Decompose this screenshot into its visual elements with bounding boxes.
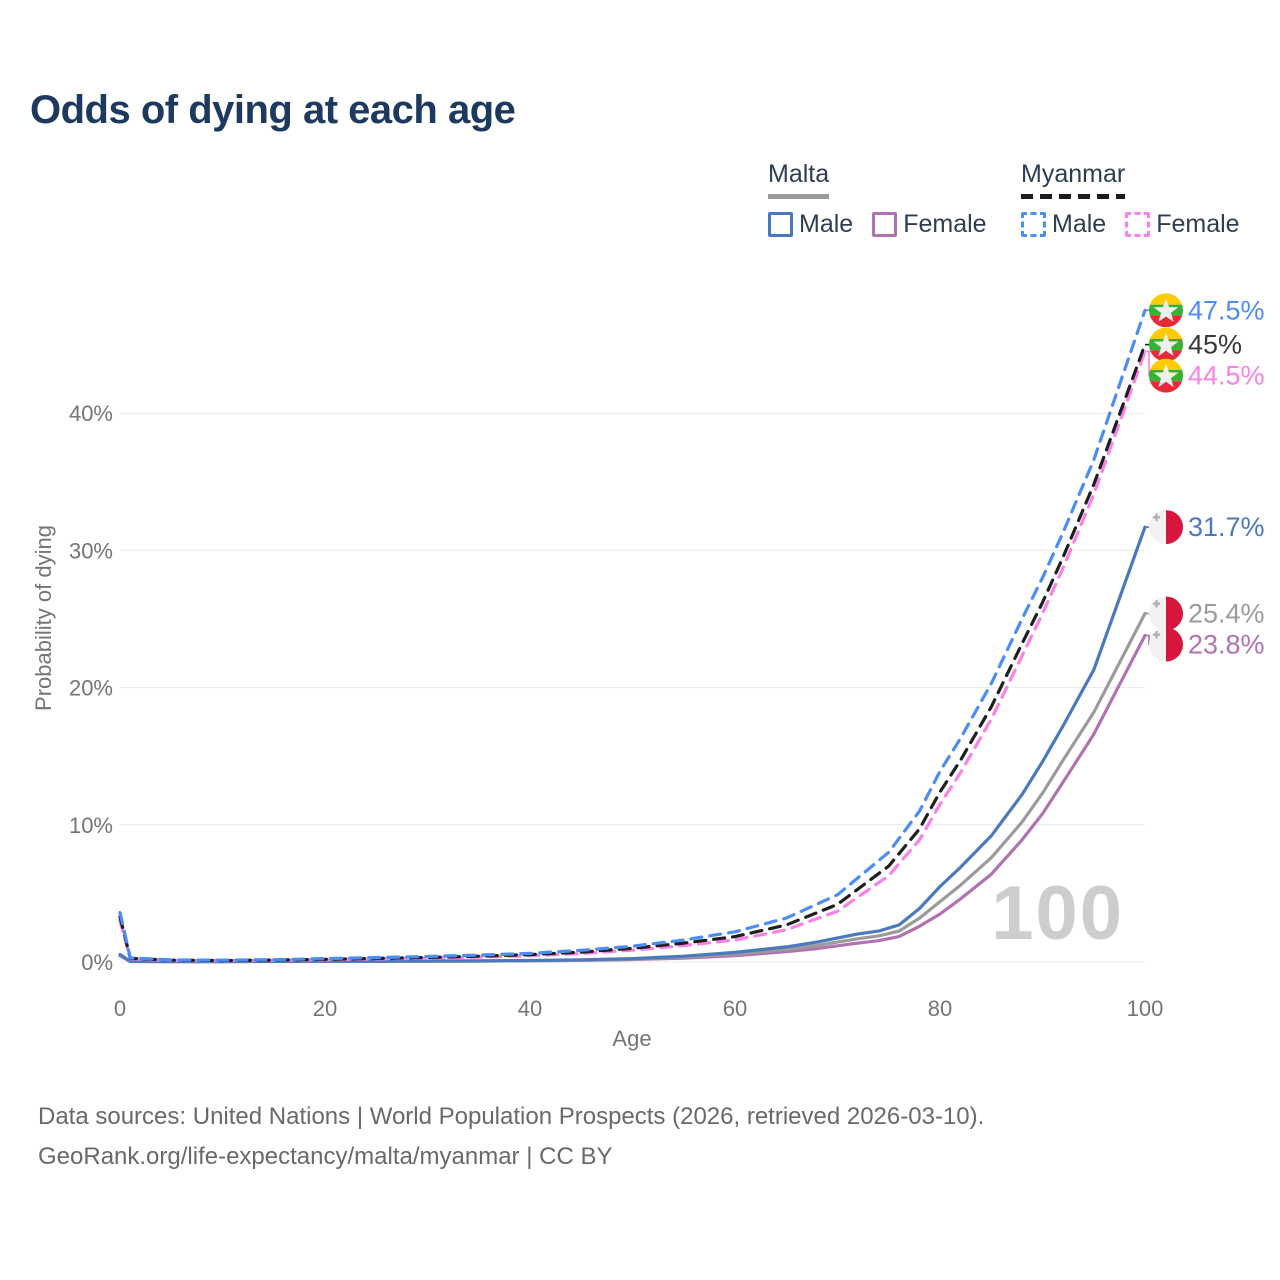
malta-male-swatch-icon[interactable] — [768, 211, 793, 237]
legend-label-malta-female[interactable]: Female — [903, 209, 987, 238]
end-value-label-malta-combined[interactable]: 25.4% — [1188, 599, 1265, 629]
end-value-label-myanmar-combined[interactable]: 45% — [1188, 330, 1242, 360]
legend-label-myanmar-male[interactable]: Male — [1052, 209, 1107, 238]
malta-flag-icon — [1149, 597, 1183, 631]
series-line-myanmar-male[interactable] — [118, 308, 1147, 962]
x-tick-label: 80 — [928, 996, 952, 1021]
myanmar-combined-line-swatch — [1021, 194, 1126, 199]
y-tick-label: 0% — [81, 950, 113, 975]
x-tick-label: 40 — [518, 996, 542, 1021]
x-axis-title: Age — [612, 1026, 652, 1051]
x-tick-label: 20 — [313, 996, 337, 1021]
series-line-myanmar-female[interactable] — [118, 349, 1147, 963]
page-title: Odds of dying at each age — [30, 88, 516, 132]
end-value-label-malta-female[interactable]: 23.8% — [1188, 630, 1265, 660]
myanmar-female-swatch-icon[interactable] — [1125, 211, 1151, 237]
x-tick-label: 100 — [1127, 996, 1164, 1021]
y-tick-label: 20% — [69, 676, 113, 701]
y-tick-label: 10% — [69, 813, 113, 838]
end-value-label-myanmar-male[interactable]: 47.5% — [1188, 295, 1265, 325]
legend-label-myanmar-female[interactable]: Female — [1156, 209, 1240, 238]
myanmar-male-swatch-icon[interactable] — [1021, 211, 1046, 237]
myanmar-flag-icon — [1149, 359, 1183, 393]
x-tick-label: 0 — [114, 996, 126, 1021]
footer: Data sources: United Nations | World Pop… — [38, 1097, 984, 1177]
legend-group-myanmar: Myanmar Male Female — [1021, 160, 1240, 239]
legend-country-myanmar[interactable]: Myanmar — [1021, 160, 1126, 188]
data-sources-text: Data sources: United Nations | World Pop… — [38, 1103, 985, 1130]
malta-flag-icon — [1149, 628, 1183, 662]
myanmar-flag-icon — [1149, 328, 1183, 362]
malta-flag-icon — [1149, 510, 1183, 544]
x-tick-label: 60 — [723, 996, 747, 1021]
end-value-label-myanmar-female[interactable]: 44.5% — [1188, 361, 1265, 391]
legend-country-malta[interactable]: Malta — [768, 160, 830, 188]
malta-female-swatch-icon[interactable] — [872, 211, 898, 237]
y-axis-title: Probability of dying — [31, 525, 56, 711]
y-tick-label: 30% — [69, 538, 113, 563]
series-line-myanmar-combined[interactable] — [118, 343, 1147, 963]
legend-label-malta-male[interactable]: Male — [799, 209, 854, 238]
myanmar-flag-icon — [1149, 293, 1183, 327]
y-tick-label: 40% — [69, 401, 113, 426]
attribution-text: GeoRank.org/life-expectancy/malta/myanma… — [38, 1143, 613, 1170]
end-value-label-malta-male[interactable]: 31.7% — [1188, 512, 1265, 542]
malta-combined-line-swatch — [768, 194, 830, 199]
watermark-max-age: 100 — [991, 871, 1124, 956]
legend-group-malta: Malta Male Female — [768, 160, 987, 239]
